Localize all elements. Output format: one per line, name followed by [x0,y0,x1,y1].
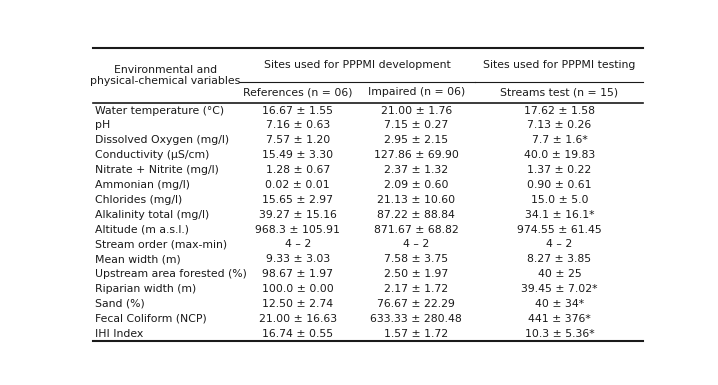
Text: 1.28 ± 0.67: 1.28 ± 0.67 [266,165,330,175]
Text: 76.67 ± 22.29: 76.67 ± 22.29 [377,299,455,309]
Text: 2.50 ± 1.97: 2.50 ± 1.97 [384,269,448,279]
Text: 9.33 ± 3.03: 9.33 ± 3.03 [266,254,330,264]
Text: Alkalinity total (mg/l): Alkalinity total (mg/l) [95,210,209,220]
Text: 2.17 ± 1.72: 2.17 ± 1.72 [384,284,448,294]
Text: pH: pH [95,121,110,131]
Text: Sites used for PPPMI testing: Sites used for PPPMI testing [483,60,635,70]
Text: References (n = 06): References (n = 06) [243,87,353,97]
Text: 21.13 ± 10.60: 21.13 ± 10.60 [377,195,455,205]
Text: 0.02 ± 0.01: 0.02 ± 0.01 [266,180,330,190]
Text: Fecal Coliform (NCP): Fecal Coliform (NCP) [95,314,207,324]
Text: Sites used for PPPMI development: Sites used for PPPMI development [264,60,450,70]
Text: 441 ± 376*: 441 ± 376* [528,314,591,324]
Text: Conductivity (µS/cm): Conductivity (µS/cm) [95,150,209,160]
Text: 39.45 ± 7.02*: 39.45 ± 7.02* [521,284,597,294]
Text: 7.15 ± 0.27: 7.15 ± 0.27 [384,121,448,131]
Text: Mean width (m): Mean width (m) [95,254,180,264]
Text: 39.27 ± 15.16: 39.27 ± 15.16 [258,210,337,220]
Text: 17.62 ± 1.58: 17.62 ± 1.58 [524,105,595,116]
Text: 98.67 ± 1.97: 98.67 ± 1.97 [262,269,333,279]
Text: 633.33 ± 280.48: 633.33 ± 280.48 [370,314,462,324]
Text: Stream order (max-min): Stream order (max-min) [95,239,227,249]
Text: 7.7 ± 1.6*: 7.7 ± 1.6* [531,135,587,145]
Text: 0.90 ± 0.61: 0.90 ± 0.61 [527,180,592,190]
Text: Nitrate + Nitrite (mg/l): Nitrate + Nitrite (mg/l) [95,165,219,175]
Text: 40.0 ± 19.83: 40.0 ± 19.83 [524,150,595,160]
Text: Water temperature (°C): Water temperature (°C) [95,105,224,116]
Text: Altitude (m a.s.l.): Altitude (m a.s.l.) [95,224,189,234]
Text: 10.3 ± 5.36*: 10.3 ± 5.36* [525,329,595,339]
Text: 2.37 ± 1.32: 2.37 ± 1.32 [384,165,448,175]
Text: 15.65 ± 2.97: 15.65 ± 2.97 [262,195,333,205]
Text: 87.22 ± 88.84: 87.22 ± 88.84 [377,210,455,220]
Text: 21.00 ± 1.76: 21.00 ± 1.76 [381,105,452,116]
Text: IHI Index: IHI Index [95,329,143,339]
Text: 16.67 ± 1.55: 16.67 ± 1.55 [262,105,333,116]
Text: 7.57 ± 1.20: 7.57 ± 1.20 [266,135,330,145]
Text: 12.50 ± 2.74: 12.50 ± 2.74 [262,299,333,309]
Text: Dissolved Oxygen (mg/l): Dissolved Oxygen (mg/l) [95,135,229,145]
Text: 974.55 ± 61.45: 974.55 ± 61.45 [517,224,602,234]
Text: 4 – 2: 4 – 2 [403,239,429,249]
Text: 1.37 ± 0.22: 1.37 ± 0.22 [527,165,592,175]
Text: 21.00 ± 16.63: 21.00 ± 16.63 [258,314,337,324]
Text: Chlorides (mg/l): Chlorides (mg/l) [95,195,182,205]
Text: 2.09 ± 0.60: 2.09 ± 0.60 [384,180,449,190]
Text: Sand (%): Sand (%) [95,299,144,309]
Text: 127.86 ± 69.90: 127.86 ± 69.90 [374,150,459,160]
Text: 7.16 ± 0.63: 7.16 ± 0.63 [266,121,330,131]
Text: Impaired (n = 06): Impaired (n = 06) [368,87,465,97]
Text: Upstream area forested (%): Upstream area forested (%) [95,269,247,279]
Text: 16.74 ± 0.55: 16.74 ± 0.55 [262,329,333,339]
Text: Environmental and
physical-chemical variables: Environmental and physical-chemical vari… [90,65,241,86]
Text: Ammonian (mg/l): Ammonian (mg/l) [95,180,190,190]
Text: 4 – 2: 4 – 2 [546,239,572,249]
Text: 8.27 ± 3.85: 8.27 ± 3.85 [527,254,592,264]
Text: 2.95 ± 2.15: 2.95 ± 2.15 [384,135,448,145]
Text: 100.0 ± 0.00: 100.0 ± 0.00 [262,284,334,294]
Text: 40 ± 25: 40 ± 25 [538,269,582,279]
Text: Riparian width (m): Riparian width (m) [95,284,196,294]
Text: 7.58 ± 3.75: 7.58 ± 3.75 [384,254,448,264]
Text: 15.49 ± 3.30: 15.49 ± 3.30 [262,150,333,160]
Text: 871.67 ± 68.82: 871.67 ± 68.82 [374,224,459,234]
Text: 968.3 ± 105.91: 968.3 ± 105.91 [256,224,340,234]
Text: 4 – 2: 4 – 2 [284,239,311,249]
Text: 40 ± 34*: 40 ± 34* [535,299,584,309]
Text: 1.57 ± 1.72: 1.57 ± 1.72 [384,329,448,339]
Text: 7.13 ± 0.26: 7.13 ± 0.26 [527,121,592,131]
Text: 34.1 ± 16.1*: 34.1 ± 16.1* [525,210,595,220]
Text: 15.0 ± 5.0: 15.0 ± 5.0 [531,195,588,205]
Text: Streams test (n = 15): Streams test (n = 15) [500,87,618,97]
